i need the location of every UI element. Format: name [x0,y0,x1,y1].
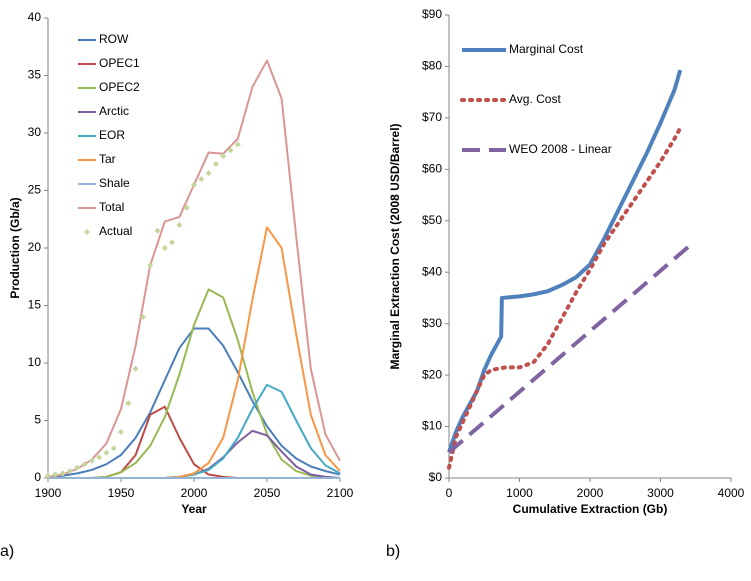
data-point [220,153,227,159]
legend-marker [84,229,90,235]
data-point [52,471,59,478]
y-tick-label: 10 [28,355,42,369]
y-tick-label: $50 [422,213,442,227]
data-point [154,227,161,234]
data-point [169,239,176,246]
y-tick-label: $80 [422,59,442,73]
x-tick-label: 1950 [108,486,135,500]
legend-label: EOR [99,128,125,142]
x-tick-label: 2000 [577,486,604,500]
y-tick-label: 20 [28,240,42,254]
y-tick-label: $90 [422,7,442,21]
y-tick-label: 40 [28,10,42,24]
legend-label: Marginal Cost [509,42,584,56]
data-point [96,454,103,461]
x-tick-label: 1000 [506,486,533,500]
series-line [447,69,683,453]
legend-label: Avg. Cost [509,92,561,106]
data-point [212,161,219,168]
data-point [227,147,234,154]
data-point [110,445,117,452]
data-point [125,400,132,407]
data-point [88,457,95,464]
data-point [59,470,66,477]
x-tick-label: 2050 [254,486,281,500]
series-line [48,226,341,479]
data-point [198,176,205,182]
y-tick-label: 15 [28,298,42,312]
x-axis-title: Year [181,502,207,516]
legend-label: Arctic [99,104,129,118]
x-tick-label: 3000 [647,486,674,500]
data-point [205,170,212,177]
series-line [47,59,341,478]
data-point [234,141,241,148]
data-point [118,429,124,435]
data-point [45,472,51,479]
y-axis-title: Production (Gb/a) [8,197,22,298]
data-point [183,204,190,211]
x-tick-label: 0 [446,486,453,500]
y-tick-label: $70 [422,110,442,124]
data-point [191,181,197,188]
panel-label: b) [386,543,400,560]
data-point [176,222,183,228]
data-point [147,262,154,269]
legend-label: Actual [99,224,132,238]
x-tick-label: 2000 [181,486,208,500]
data-point [132,365,139,372]
y-tick-label: $60 [422,162,442,176]
legend-label: Tar [99,152,116,166]
y-tick-label: 0 [34,470,41,484]
panel-label: a) [0,543,14,560]
legend-label: OPEC2 [99,80,140,94]
legend-label: ROW [99,32,129,46]
data-point [161,245,168,251]
data-point [81,461,88,468]
series-line [48,288,341,479]
y-tick-label: 25 [28,183,42,197]
legend-label: WEO 2008 - Linear [509,142,612,156]
data-point [66,468,73,475]
y-tick-label: $30 [422,316,442,330]
x-tick-label: 4000 [718,486,745,500]
series-line [447,126,683,470]
data-point [139,314,146,320]
y-tick-label: 5 [34,413,41,427]
legend-label: OPEC1 [99,56,140,70]
y-tick-label: 35 [28,68,42,82]
series-line [47,327,341,478]
y-tick-label: $0 [429,470,443,484]
y-tick-label: $10 [422,419,442,433]
series-line [447,244,691,454]
legend-label: Shale [99,176,130,190]
x-tick-label: 2100 [327,486,354,500]
data-point [74,464,81,471]
y-tick-label: $20 [422,367,442,381]
legend-label: Total [99,200,124,214]
x-tick-label: 1900 [35,486,62,500]
y-axis-title: Marginal Extraction Cost (2008 USD/Barre… [388,123,402,369]
y-tick-label: 30 [28,125,42,139]
data-point [103,449,110,456]
y-tick-label: $40 [422,264,442,278]
x-axis-title: Cumulative Extraction (Gb) [513,502,668,516]
